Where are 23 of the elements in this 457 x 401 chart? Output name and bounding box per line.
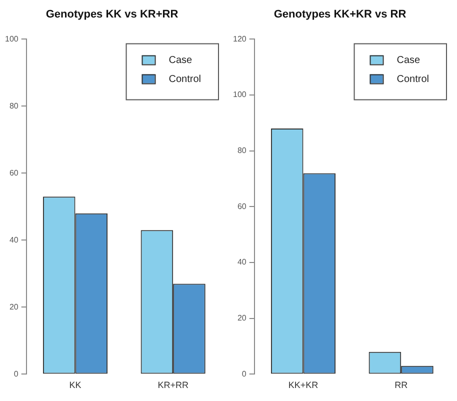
y-tick-label: 40: [9, 235, 19, 244]
y-tick-label: 0: [242, 369, 247, 378]
y-tick-label: 60: [237, 202, 247, 211]
y-tick-label: 60: [9, 168, 19, 178]
y-tick-label: 40: [237, 258, 247, 267]
y-tick-label: 0: [14, 369, 19, 378]
legend-label: Control: [396, 74, 430, 85]
y-tick-label: 100: [4, 34, 19, 44]
y-tick-label: 80: [9, 101, 19, 110]
y-tick-label: 80: [237, 146, 247, 156]
chart-title: Genotypes KK vs KR+RR: [46, 8, 178, 21]
x-tick-label: KK+KR: [288, 380, 319, 390]
x-tick-label: RR: [394, 380, 408, 390]
chart-title: Genotypes KK+KR vs RR: [274, 8, 406, 21]
legend-label: Control: [168, 74, 202, 85]
y-tick-label: 120: [232, 34, 247, 44]
y-tick-label: 100: [232, 90, 247, 100]
y-tick-label: 20: [9, 302, 19, 312]
y-tick-label: 20: [237, 314, 247, 323]
x-tick-label: KR+RR: [158, 380, 189, 390]
legend-label: Case: [168, 54, 193, 66]
legend-label: Case: [396, 54, 421, 66]
x-tick-label: KK: [69, 380, 82, 390]
